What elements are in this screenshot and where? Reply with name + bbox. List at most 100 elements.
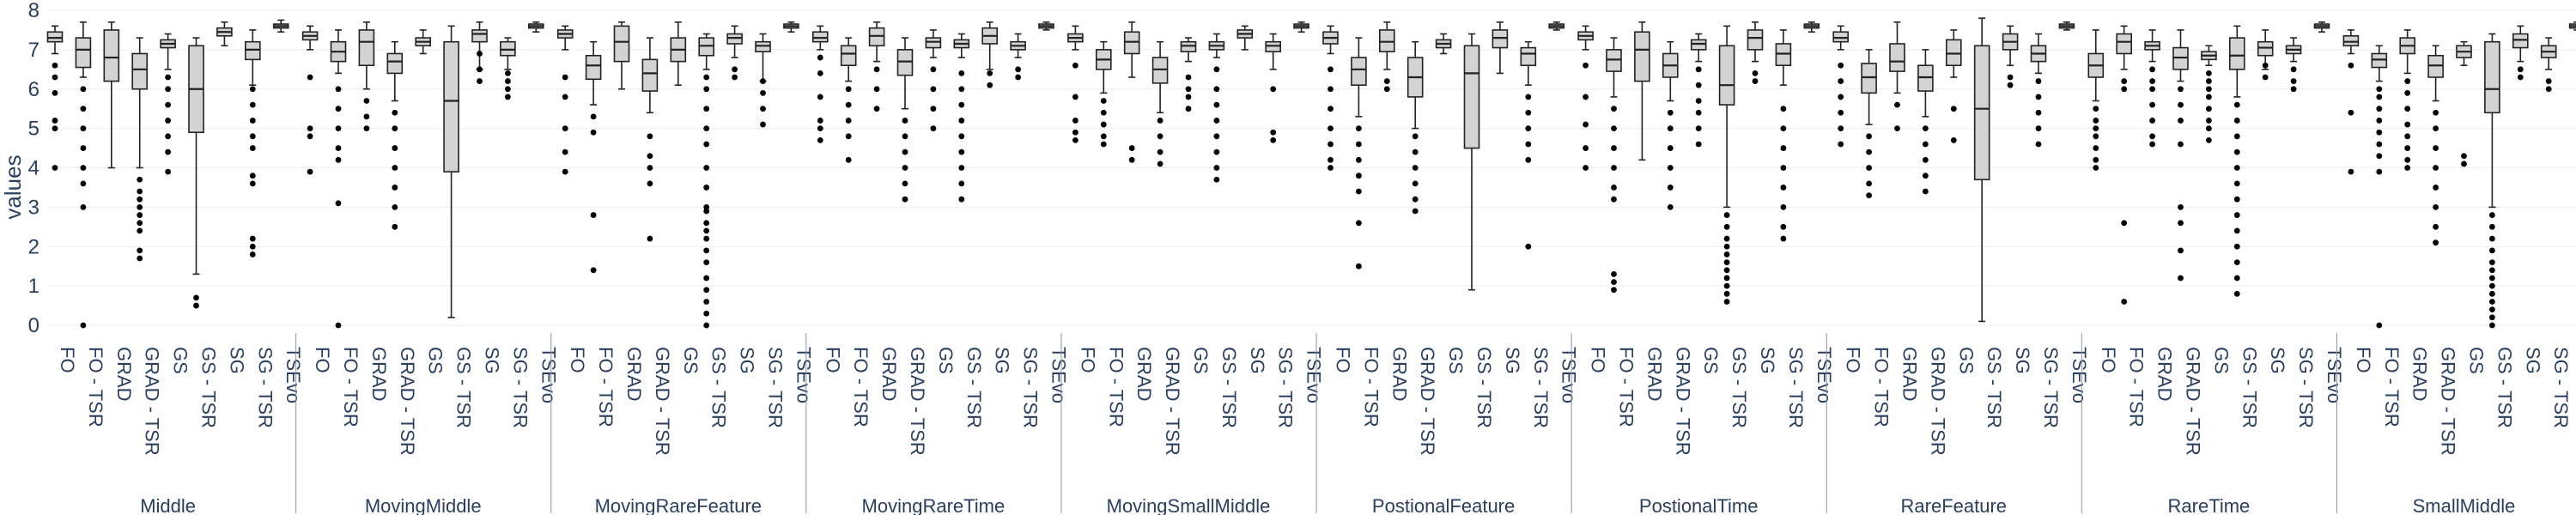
box-SmallMiddle-TSEvo [2568, 21, 2576, 31]
outlier-point [1583, 121, 1589, 128]
x-tick-label: GS - TSR [198, 347, 220, 428]
outlier-point [1723, 251, 1730, 258]
outlier-point [2206, 106, 2212, 112]
outlier-point [703, 259, 710, 265]
outlier-point [902, 196, 908, 203]
box-iqr [925, 37, 942, 49]
outlier-point [1838, 109, 1844, 116]
outlier-point [1611, 196, 1617, 203]
x-tick-label: SG - TSR [1275, 347, 1297, 428]
outlier-point [1723, 290, 1730, 297]
outlier-point [80, 86, 87, 93]
x-tick-label: SG [1502, 347, 1523, 374]
x-tick-label: GS [170, 347, 191, 374]
outlier-point [1185, 106, 1192, 112]
group-label: MovingRareTime [862, 495, 1005, 515]
box-iqr [1917, 64, 1934, 92]
box-iqr [1180, 40, 1197, 52]
outlier-point [52, 62, 58, 69]
outlier-point [2007, 74, 2014, 81]
y-tick-label: 2 [28, 235, 39, 258]
outlier-point [392, 125, 398, 132]
outlier-point [249, 173, 256, 179]
box-PostionalTime-GS - TSR [1718, 25, 1735, 209]
outlier-point [590, 267, 597, 274]
box-iqr [1832, 31, 1849, 43]
y-tick-label: 6 [28, 78, 39, 101]
outlier-point [1611, 106, 1617, 112]
outlier-point [249, 251, 256, 258]
outlier-point [1611, 125, 1617, 132]
outlier-point [1525, 109, 1532, 116]
box-iqr [2427, 54, 2444, 78]
box-iqr [1151, 57, 1169, 84]
outlier-point [137, 247, 143, 254]
box-iqr [500, 40, 516, 57]
box-iqr [471, 29, 488, 43]
outlier-point [1072, 118, 1078, 124]
outlier-point [392, 109, 398, 116]
outlier-point [1723, 282, 1730, 289]
x-tick-label: GS - TSR [2494, 347, 2515, 428]
x-tick-label: TSEvo [1303, 347, 1325, 403]
outlier-point [2376, 141, 2383, 148]
outlier-point [2348, 62, 2354, 69]
outlier-point [249, 86, 256, 93]
outlier-point [137, 255, 143, 262]
outlier-point [845, 156, 852, 163]
outlier-point [1780, 106, 1787, 112]
outlier-point [873, 66, 880, 73]
box-MovingMiddle-SG [471, 21, 488, 70]
box-RareFeature-TSEvo [2058, 21, 2075, 31]
x-tick-label: FO - TSR [340, 347, 361, 427]
box-MovingRareFeature-TSEvo [783, 21, 799, 33]
outlier-point [1950, 106, 1957, 112]
outlier-point [2093, 156, 2099, 163]
x-tick-label: GRAD [368, 347, 390, 402]
outlier-point [335, 145, 342, 151]
box-SmallMiddle-FO [2342, 29, 2360, 55]
outlier-point [2290, 66, 2297, 73]
outlier-point [2121, 78, 2128, 84]
box-iqr [641, 58, 659, 92]
box-MovingRareFeature-GS [670, 21, 687, 86]
box-iqr [2371, 52, 2388, 69]
x-tick-label: GS [2466, 347, 2488, 374]
outlier-point [1723, 223, 1730, 230]
box-SmallMiddle-GS - TSR [2484, 33, 2500, 209]
box-RareTime-GS [2201, 45, 2217, 67]
box-MovingMiddle-SG - TSR [500, 37, 516, 70]
outlier-point [703, 165, 710, 171]
outlier-point [930, 66, 937, 73]
outlier-point [249, 243, 256, 250]
box-PostionalFeature-FO - TSR [1351, 37, 1367, 118]
outlier-point [52, 89, 58, 96]
x-tick-label: GRAD - TSR [1417, 347, 1438, 456]
outlier-point [1270, 86, 1277, 93]
outlier-point [1383, 86, 1390, 93]
box-SmallMiddle-FO - TSR [2371, 45, 2388, 82]
x-tick-label: TSEvo [2324, 347, 2345, 403]
box-PostionalFeature-SG [1492, 21, 1509, 75]
x-tick-label: TSEvo [1048, 347, 1070, 403]
box-MovingRareFeature-SG [726, 25, 743, 58]
outlier-point [1356, 141, 1362, 148]
outlier-point [1723, 212, 1730, 218]
outlier-point [363, 125, 370, 132]
x-tick-label: TSEvo [1814, 347, 1835, 403]
box-MovingSmallMiddle-SG - TSR [1265, 33, 1281, 70]
x-tick-label: GRAD - TSR [2183, 347, 2204, 456]
outlier-point [1894, 125, 1900, 132]
box-MovingSmallMiddle-FO [1067, 25, 1084, 51]
box-RareTime-SG - TSR [2285, 37, 2302, 63]
outlier-point [817, 54, 823, 61]
box-MovingSmallMiddle-GS [1180, 37, 1197, 63]
box-iqr [1492, 29, 1509, 49]
outlier-point [902, 148, 908, 155]
box-iqr [1463, 45, 1480, 149]
x-tick-label: GS - TSR [1984, 347, 2005, 428]
outlier-point [1780, 185, 1787, 191]
outlier-point [1723, 235, 1730, 242]
x-tick-label: GS [1190, 347, 1212, 374]
outlier-point [2093, 125, 2099, 132]
